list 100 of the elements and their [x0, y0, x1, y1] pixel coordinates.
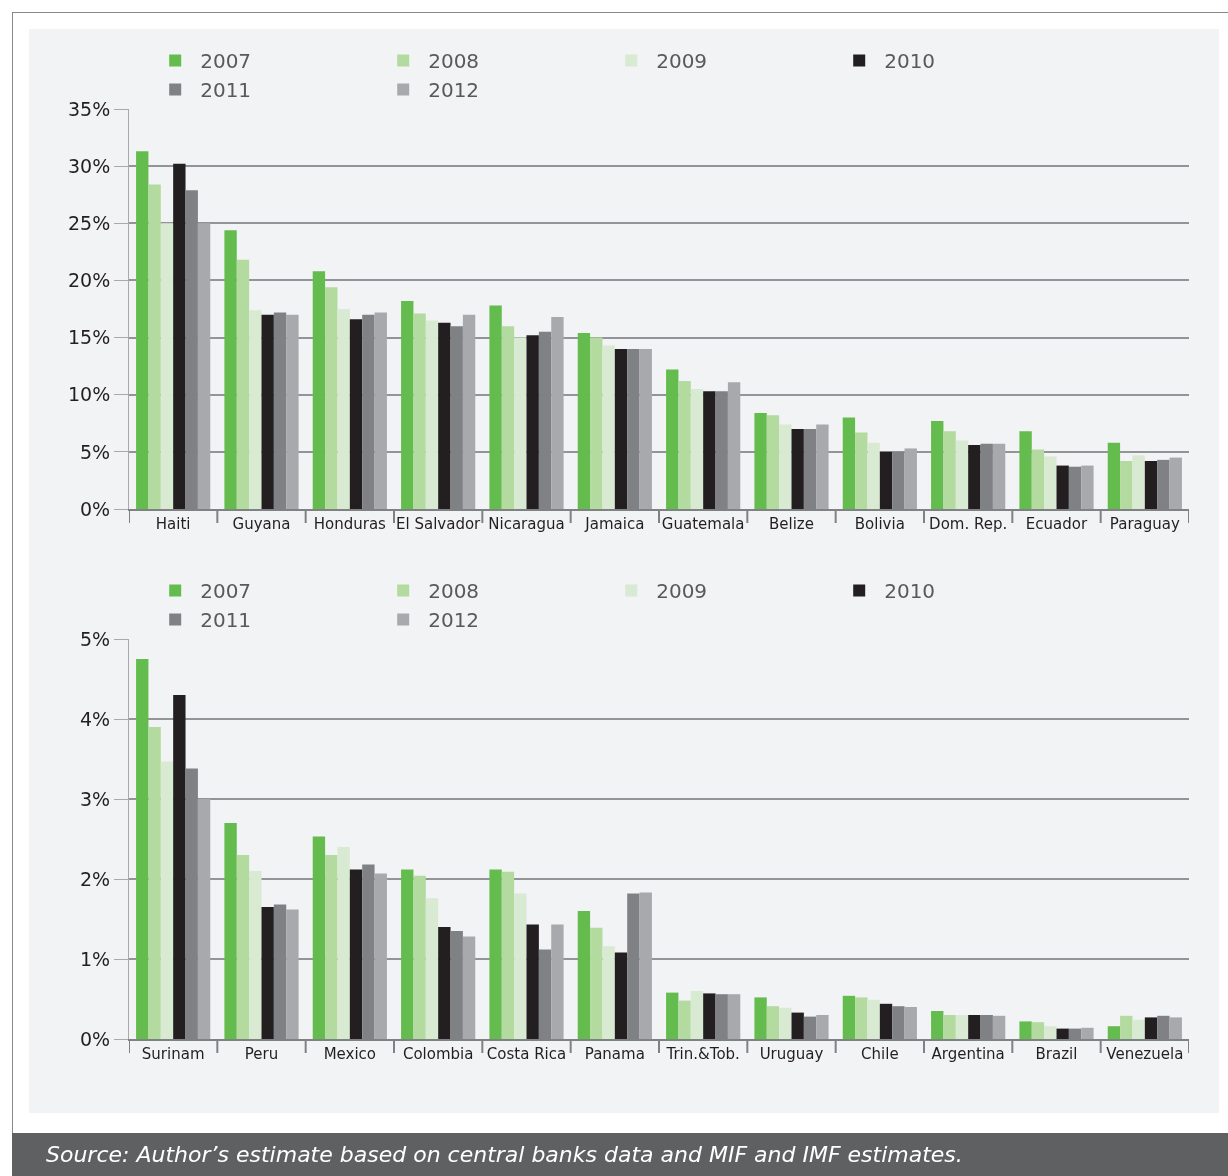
bar	[1081, 1027, 1094, 1039]
bar	[855, 432, 868, 509]
x-tick-label: Haiti	[155, 515, 191, 533]
legend-label: 2010	[884, 49, 936, 74]
bar	[666, 369, 679, 509]
bar	[337, 309, 350, 509]
y-tick-label: 4%	[80, 707, 111, 730]
bar	[514, 893, 527, 1039]
y-tick-label: 5%	[80, 627, 111, 650]
bar	[1107, 442, 1121, 509]
bar	[261, 314, 274, 509]
bar	[337, 847, 350, 1039]
bar	[577, 333, 591, 509]
bar	[236, 855, 250, 1039]
y-tick-label: 0%	[80, 1027, 111, 1050]
bar	[968, 445, 981, 509]
x-tick-label: El Salvador	[396, 515, 482, 533]
bar	[1044, 1026, 1057, 1039]
bar	[526, 924, 539, 1039]
bar	[614, 952, 628, 1039]
x-tick-label: Colombia	[402, 1045, 474, 1063]
x-tick-label: Jamaica	[584, 515, 645, 533]
bar	[931, 421, 944, 509]
bar	[842, 995, 856, 1039]
bar	[879, 1003, 893, 1039]
bar	[173, 695, 186, 1039]
x-tick-label: Paraguay	[1109, 515, 1180, 533]
bar	[325, 287, 338, 509]
bar	[1031, 1022, 1045, 1039]
legend-label: 2011	[200, 78, 252, 103]
bar	[690, 389, 704, 509]
bar	[1120, 1015, 1133, 1039]
legend-label: 2012	[428, 78, 480, 103]
x-tick-label: Belize	[769, 515, 814, 533]
bar	[236, 259, 250, 509]
bar	[842, 417, 856, 509]
bar	[224, 230, 237, 509]
bar	[312, 271, 326, 509]
bar	[1044, 456, 1057, 509]
x-tick-label: Brazil	[1035, 1045, 1078, 1063]
bar	[779, 424, 792, 509]
bar	[197, 223, 211, 509]
bar	[136, 151, 149, 509]
bar	[1144, 461, 1158, 509]
bar	[590, 337, 603, 509]
bar	[462, 936, 476, 1039]
y-tick-label: 2%	[80, 867, 111, 890]
bar	[261, 907, 274, 1039]
bar	[614, 349, 628, 509]
bar	[136, 659, 149, 1039]
bar	[703, 993, 716, 1039]
bar	[1169, 457, 1182, 509]
bar	[1056, 1028, 1069, 1039]
x-tick-label: Guatemala	[661, 515, 745, 533]
y-tick-label: 3%	[80, 787, 111, 810]
bar	[1081, 465, 1094, 509]
bar	[904, 448, 917, 509]
bar	[955, 1015, 969, 1039]
bar	[678, 1000, 691, 1039]
bar	[160, 761, 174, 1039]
bar	[1169, 1017, 1182, 1039]
x-tick-label: Surinam	[141, 1045, 205, 1063]
y-tick-label: 25%	[67, 211, 111, 234]
bar	[779, 1007, 792, 1039]
bar	[224, 823, 237, 1039]
bar	[577, 911, 591, 1039]
bar	[312, 836, 326, 1039]
x-tick-label: Mexico	[323, 1045, 377, 1063]
bar	[727, 382, 741, 509]
y-tick-label: 0%	[80, 497, 111, 520]
bar	[931, 1011, 944, 1039]
bar	[249, 310, 262, 509]
bar	[173, 163, 186, 509]
bar	[639, 892, 652, 1039]
legend-label: 2007	[200, 49, 252, 74]
bar	[678, 381, 691, 509]
bar	[501, 326, 515, 509]
y-tick-label: 10%	[67, 383, 111, 406]
bar	[1031, 449, 1045, 509]
legend-label: 2011	[200, 608, 252, 633]
bar	[639, 349, 652, 509]
bar	[501, 871, 515, 1039]
bar	[690, 991, 704, 1039]
bar	[413, 875, 426, 1039]
bar	[904, 1007, 917, 1039]
bar	[879, 451, 893, 509]
bar	[148, 184, 161, 509]
bar	[855, 997, 868, 1039]
legend-label: 2009	[656, 579, 708, 604]
bar	[148, 727, 161, 1039]
bar	[968, 1015, 981, 1039]
bar	[286, 909, 299, 1039]
bar	[816, 424, 829, 509]
bar	[249, 871, 262, 1039]
bar	[943, 431, 956, 509]
bar	[1120, 461, 1133, 509]
x-tick-label: Nicaragua	[488, 515, 565, 533]
legend-label: 2008	[428, 579, 480, 604]
bar	[425, 320, 439, 509]
bar	[992, 1015, 1006, 1039]
